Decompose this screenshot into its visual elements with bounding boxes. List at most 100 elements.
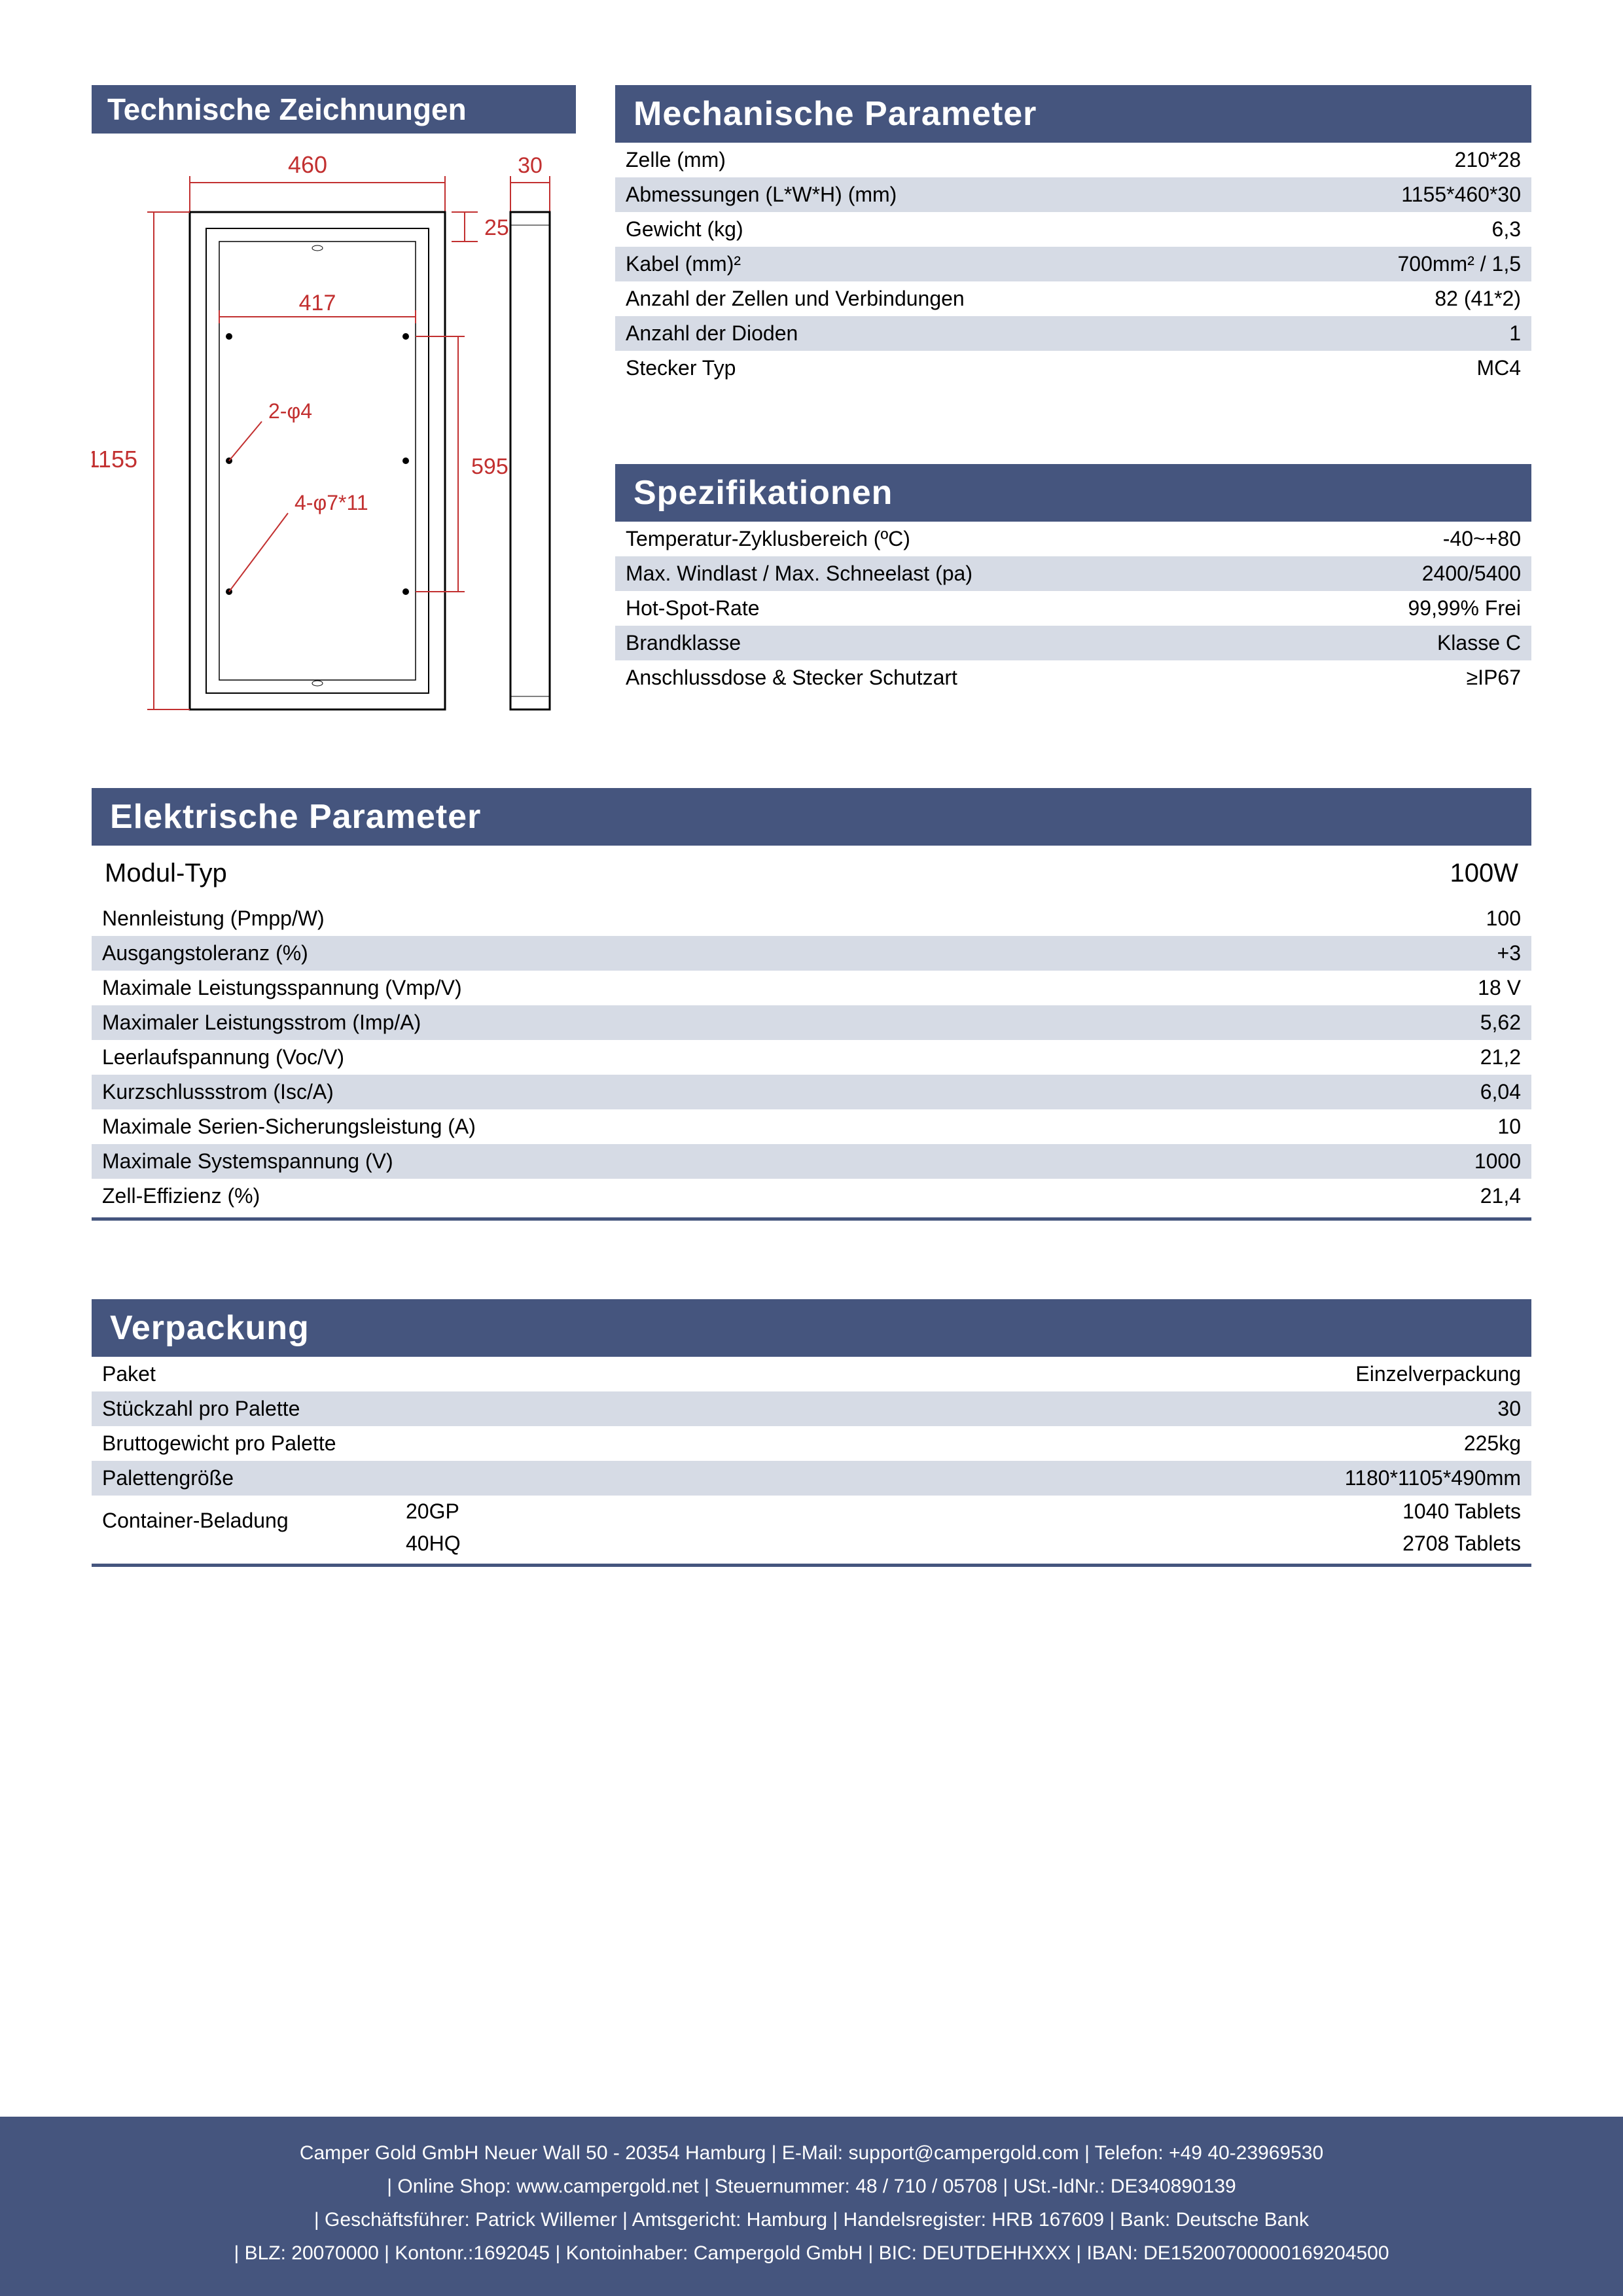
row-label: Anzahl der Zellen und Verbindungen <box>615 281 1269 316</box>
row-value: 1155*460*30 <box>1269 177 1531 212</box>
modul-typ-label: Modul-Typ <box>105 859 227 888</box>
container-type: 40HQ <box>406 1532 461 1556</box>
table-row: Zell-Effizienz (%)21,4 <box>92 1179 1531 1213</box>
dim-outer-d: 30 <box>518 153 543 178</box>
container-value: 1040 Tablets <box>1402 1499 1521 1524</box>
top-columns: Technische Zeichnungen 460 <box>92 85 1531 736</box>
pack-table: PaketEinzelverpackungStückzahl pro Palet… <box>92 1357 1531 1496</box>
table-row: Maximale Systemspannung (V)1000 <box>92 1144 1531 1179</box>
elec-title: Elektrische Parameter <box>92 788 1531 846</box>
row-label: Maximale Serien-Sicherungsleistung (A) <box>92 1109 1321 1144</box>
row-label: Zelle (mm) <box>615 143 1269 177</box>
row-value: 700mm² / 1,5 <box>1269 247 1531 281</box>
row-label: Ausgangstoleranz (%) <box>92 936 1321 971</box>
table-row: Zelle (mm)210*28 <box>615 143 1531 177</box>
table-row: Hot-Spot-Rate99,99% Frei <box>615 591 1531 626</box>
dim-holes-slot: 4-φ7*11 <box>294 491 368 514</box>
table-row: Anzahl der Dioden1 <box>615 316 1531 351</box>
row-value: 2400/5400 <box>1287 556 1531 591</box>
dim-outer-w: 460 <box>288 151 327 178</box>
spec-title: Spezifikationen <box>615 464 1531 522</box>
container-sub-row: 40HQ 2708 Tablets <box>340 1528 1531 1560</box>
row-value: MC4 <box>1269 351 1531 386</box>
footer-line-3: | Geschäftsführer: Patrick Willemer | Am… <box>26 2203 1597 2236</box>
row-value: ≥IP67 <box>1287 660 1531 695</box>
elec-underline <box>92 1217 1531 1221</box>
row-label: Bruttogewicht pro Palette <box>92 1426 904 1461</box>
container-type: 20GP <box>406 1499 459 1524</box>
row-value: 5,62 <box>1321 1005 1531 1040</box>
table-row: Anzahl der Zellen und Verbindungen82 (41… <box>615 281 1531 316</box>
table-row: Abmessungen (L*W*H) (mm)1155*460*30 <box>615 177 1531 212</box>
row-label: Stecker Typ <box>615 351 1269 386</box>
row-value: 99,99% Frei <box>1287 591 1531 626</box>
footer-line-2: | Online Shop: www.campergold.net | Steu… <box>26 2170 1597 2203</box>
row-value: 1000 <box>1321 1144 1531 1179</box>
elec-section: Elektrische Parameter Modul-Typ 100W Nen… <box>92 788 1531 1221</box>
row-value: 225kg <box>904 1426 1531 1461</box>
container-load-label: Container-Beladung <box>92 1496 340 1546</box>
row-value: 21,2 <box>1321 1040 1531 1075</box>
container-sub-row: 20GP 1040 Tablets <box>340 1496 1531 1528</box>
modul-typ-value: 100W <box>1450 859 1519 888</box>
table-row: Anschlussdose & Stecker Schutzart≥IP67 <box>615 660 1531 695</box>
drawing-title: Technische Zeichnungen <box>92 85 576 134</box>
elec-table: Nennleistung (Pmpp/W)100Ausgangstoleranz… <box>92 901 1531 1213</box>
row-value: 6,04 <box>1321 1075 1531 1109</box>
spec-table: Temperatur-Zyklusbereich (ºC)-40~+80Max.… <box>615 522 1531 695</box>
drawing-column: Technische Zeichnungen 460 <box>92 85 576 736</box>
table-row: Maximaler Leistungsstrom (Imp/A)5,62 <box>92 1005 1531 1040</box>
table-row: Palettengröße1180*1105*490mm <box>92 1461 1531 1496</box>
row-label: Stückzahl pro Palette <box>92 1391 904 1426</box>
row-label: Palettengröße <box>92 1461 904 1496</box>
table-row: Leerlaufspannung (Voc/V)21,2 <box>92 1040 1531 1075</box>
row-value: 10 <box>1321 1109 1531 1144</box>
row-label: Kabel (mm)² <box>615 247 1269 281</box>
dim-inner-w: 417 <box>299 291 336 315</box>
row-value: 100 <box>1321 901 1531 936</box>
pack-underline <box>92 1564 1531 1567</box>
row-label: Gewicht (kg) <box>615 212 1269 247</box>
table-row: Bruttogewicht pro Palette225kg <box>92 1426 1531 1461</box>
table-row: PaketEinzelverpackung <box>92 1357 1531 1391</box>
pack-title: Verpackung <box>92 1299 1531 1357</box>
row-label: Kurzschlussstrom (Isc/A) <box>92 1075 1321 1109</box>
mech-table: Zelle (mm)210*28Abmessungen (L*W*H) (mm)… <box>615 143 1531 386</box>
row-label: Max. Windlast / Max. Schneelast (pa) <box>615 556 1287 591</box>
dim-outer-h: 1155 <box>92 446 137 473</box>
footer-line-1: Camper Gold GmbH Neuer Wall 50 - 20354 H… <box>26 2136 1597 2170</box>
row-value: 1 <box>1269 316 1531 351</box>
dim-holes-small: 2-φ4 <box>268 399 312 423</box>
page: Technische Zeichnungen 460 <box>0 0 1623 1567</box>
row-label: Anschlussdose & Stecker Schutzart <box>615 660 1287 695</box>
container-value: 2708 Tablets <box>1402 1532 1521 1556</box>
pack-section: Verpackung PaketEinzelverpackungStückzah… <box>92 1299 1531 1567</box>
row-label: Anzahl der Dioden <box>615 316 1269 351</box>
table-row: Ausgangstoleranz (%)+3 <box>92 936 1531 971</box>
footer-line-4: | BLZ: 20070000 | Kontonr.:1692045 | Kon… <box>26 2236 1597 2270</box>
row-value: Einzelverpackung <box>904 1357 1531 1391</box>
table-row: Maximale Serien-Sicherungsleistung (A)10 <box>92 1109 1531 1144</box>
table-row: Gewicht (kg)6,3 <box>615 212 1531 247</box>
row-value: Klasse C <box>1287 626 1531 660</box>
row-value: 21,4 <box>1321 1179 1531 1213</box>
table-row: Nennleistung (Pmpp/W)100 <box>92 901 1531 936</box>
container-load: Container-Beladung 20GP 1040 Tablets 40HQ 2… <box>92 1496 1531 1560</box>
table-row: Kabel (mm)²700mm² / 1,5 <box>615 247 1531 281</box>
table-row: Kurzschlussstrom (Isc/A)6,04 <box>92 1075 1531 1109</box>
row-value: +3 <box>1321 936 1531 971</box>
row-label: Maximaler Leistungsstrom (Imp/A) <box>92 1005 1321 1040</box>
row-label: Maximale Systemspannung (V) <box>92 1144 1321 1179</box>
mech-title: Mechanische Parameter <box>615 85 1531 143</box>
row-label: Temperatur-Zyklusbereich (ºC) <box>615 522 1287 556</box>
row-value: 18 V <box>1321 971 1531 1005</box>
row-label: Brandklasse <box>615 626 1287 660</box>
row-label: Leerlaufspannung (Voc/V) <box>92 1040 1321 1075</box>
row-value: 210*28 <box>1269 143 1531 177</box>
table-row: Stückzahl pro Palette30 <box>92 1391 1531 1426</box>
table-row: Stecker TypMC4 <box>615 351 1531 386</box>
row-value: 30 <box>904 1391 1531 1426</box>
row-label: Nennleistung (Pmpp/W) <box>92 901 1321 936</box>
right-column: Mechanische Parameter Zelle (mm)210*28Ab… <box>615 85 1531 736</box>
modul-typ-row: Modul-Typ 100W <box>92 846 1531 901</box>
